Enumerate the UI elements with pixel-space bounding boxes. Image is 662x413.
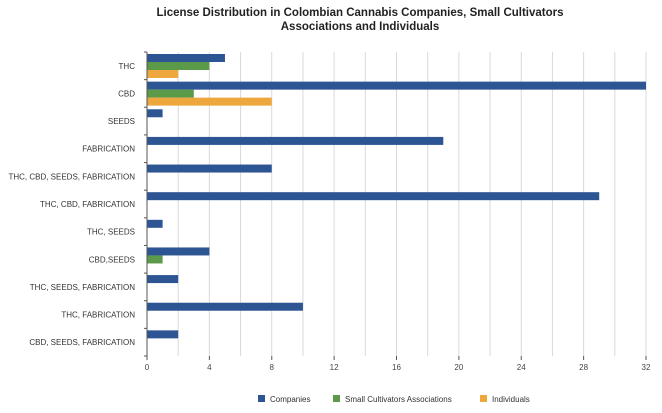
legend-label: Companies [270,395,310,404]
bar-companies-10 [147,330,179,339]
bar-companies-9 [147,302,303,311]
x-tick-label: 28 [579,363,588,372]
x-tick-label: 32 [642,363,651,372]
x-tick-label: 0 [145,363,150,372]
y-axis [144,51,148,360]
legend-label: Individuals [492,395,530,404]
bar-companies-2 [147,109,163,118]
bar-companies-5 [147,192,600,201]
x-tick-label: 20 [454,363,463,372]
bars [147,54,646,339]
category-label: FABRICATION [82,145,135,154]
category-label: CBD [118,89,135,98]
legend-swatch [258,395,265,402]
bar-companies-3 [147,136,444,145]
chart-title-line-2: Associations and Individuals [280,21,440,33]
chart-title: License Distribution in Colombian Cannab… [150,6,570,34]
bar-small-cultivators-associations-0 [147,62,210,70]
legend-label: Small Cultivators Associations [345,395,452,404]
category-label: THC, CBD, SEEDS, FABRICATION [8,172,135,181]
category-label: CBD, SEEDS, FABRICATION [29,338,135,347]
x-tick-label: 24 [517,363,526,372]
category-label: THC, SEEDS, FABRICATION [30,283,135,292]
x-tick-label: 8 [270,363,275,372]
bar-small-cultivators-associations-1 [147,89,194,98]
legend-swatch [333,395,340,402]
bar-companies-7 [147,247,210,256]
bar-companies-8 [147,275,179,284]
x-tick-label: 12 [330,363,339,372]
bar-individuals-1 [147,97,272,106]
category-label: CBD,SEEDS [89,255,135,264]
category-label: THC [119,62,136,71]
bar-companies-6 [147,219,163,228]
category-label: THC, FABRICATION [61,311,135,320]
bar-companies-1 [147,81,646,90]
legend: Companies Small Cultivators Associations I… [258,395,530,404]
bar-individuals-0 [147,70,179,78]
category-labels: THC CBD SEEDS FABRICATION THC, CBD, SEEDS, F… [8,62,135,347]
x-tick-label: 16 [392,363,401,372]
bar-companies-0 [147,54,225,62]
bar-small-cultivators-associations-7 [147,255,163,264]
category-label: THC, SEEDS [87,228,135,237]
category-label: THC, CBD, FABRICATION [40,200,135,209]
chart-title-line-1: License Distribution in Colombian Cannab… [156,7,564,19]
legend-swatch [480,395,487,402]
x-tick-labels: 0 4 8 12 16 20 24 28 32 [145,356,651,372]
x-tick-label: 4 [207,363,212,372]
bar-companies-4 [147,164,272,173]
category-label: SEEDS [108,117,135,126]
